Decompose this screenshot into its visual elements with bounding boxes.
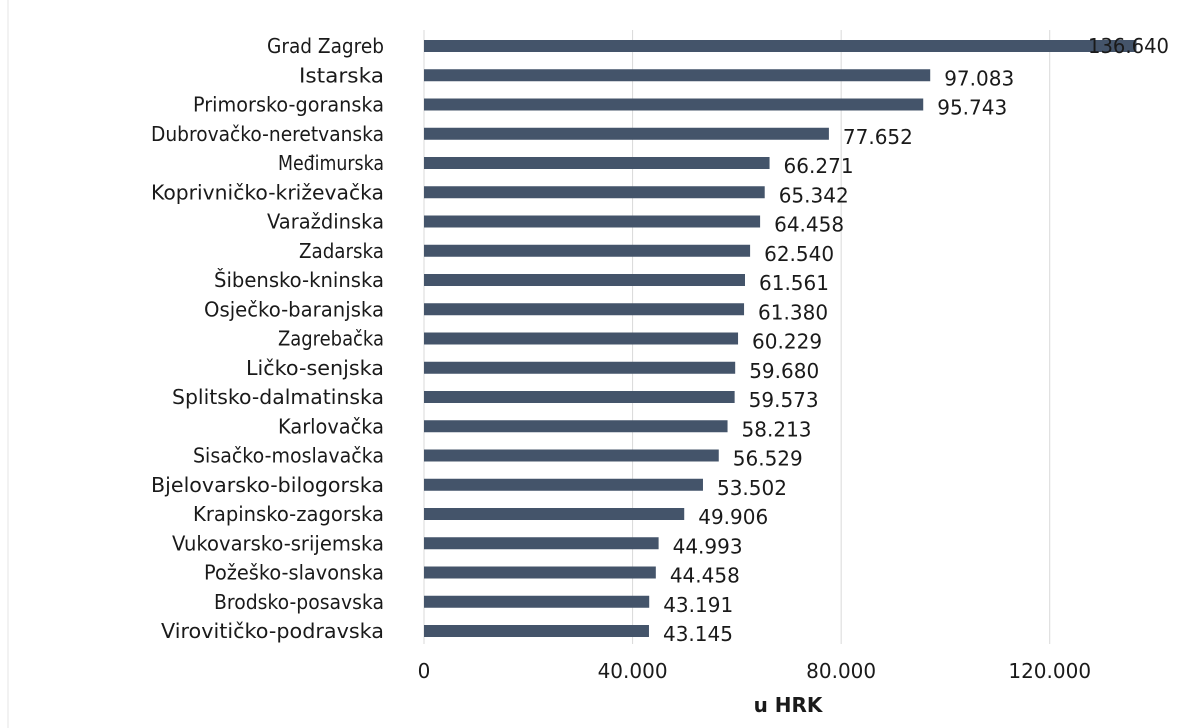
category-label: Sisačko-moslavačka (193, 444, 384, 468)
value-label: 61.561 (759, 271, 829, 295)
bar (424, 216, 760, 228)
category-label: Osječko-baranjska (204, 297, 384, 321)
value-label: 60.229 (752, 330, 822, 354)
category-label: Karlovačka (278, 414, 384, 438)
bar (424, 596, 649, 608)
bar (424, 69, 930, 81)
bar (424, 186, 765, 198)
category-label: Vukovarsko-srijemska (172, 531, 384, 555)
category-label: Krapinsko-zagorska (193, 502, 384, 526)
value-label: 66.271 (784, 154, 854, 178)
value-label: 56.529 (733, 447, 803, 471)
category-label: Istarska (299, 63, 384, 87)
x-tick-label: 40.000 (598, 659, 668, 683)
bar (424, 333, 738, 345)
category-label: Grad Zagreb (267, 34, 384, 58)
bar (424, 537, 659, 549)
bar (424, 391, 735, 403)
value-label: 95.743 (937, 96, 1007, 120)
category-label: Požeško-slavonska (204, 561, 384, 585)
x-tick-label: 120.000 (1008, 659, 1091, 683)
bar (424, 362, 735, 374)
value-label: 65.342 (779, 183, 849, 207)
value-label: 44.458 (670, 564, 740, 588)
category-label: Virovitičko-podravska (161, 619, 384, 643)
category-label: Dubrovačko-neretvanska (151, 122, 384, 146)
value-label: 43.191 (663, 593, 733, 617)
value-label: 44.993 (673, 534, 743, 558)
value-label: 77.652 (843, 125, 913, 149)
category-label: Splitsko-dalmatinska (172, 385, 384, 409)
category-label: Ličko-senjska (246, 356, 384, 380)
bar (424, 450, 719, 462)
value-labels: 136.640 97.083 95.743 77.652 66.271 65.342 64.… (663, 34, 1169, 646)
value-label: 97.083 (944, 66, 1014, 90)
x-tick-label: 0 (418, 659, 431, 683)
category-label: Zadarska (299, 239, 384, 263)
value-label: 49.906 (698, 505, 768, 529)
value-label: 62.540 (764, 242, 834, 266)
value-label: 61.380 (758, 300, 828, 324)
value-label: 53.502 (717, 476, 787, 500)
bar (424, 245, 750, 257)
x-tick-label: 80.000 (806, 659, 876, 683)
bar (424, 303, 744, 315)
bar (424, 420, 728, 432)
category-label: Zagrebačka (278, 327, 384, 351)
bar (424, 40, 1136, 52)
bar (424, 508, 684, 520)
bar (424, 567, 656, 579)
category-label: Primorsko-goranska (193, 93, 384, 117)
bar (424, 157, 770, 169)
category-labels: Grad Zagreb Istarska Primorsko-goranska Dub… (151, 34, 384, 643)
bar (424, 99, 923, 111)
category-label: Varaždinska (267, 210, 384, 234)
bar (424, 128, 829, 140)
category-label: Bjelovarsko-bilogorska (151, 473, 384, 497)
category-label: Šibensko-kninska (214, 268, 384, 292)
bar (424, 625, 649, 637)
value-label: 59.680 (749, 359, 819, 383)
value-label: 64.458 (774, 213, 844, 237)
value-label: 136.640 (1088, 34, 1169, 58)
x-axis-title: u HRK (754, 693, 824, 717)
x-axis-ticks: 0 40.000 80.000 120.000 (418, 659, 1091, 683)
category-label: Brodsko-posavska (214, 590, 384, 614)
bar (424, 479, 703, 491)
value-label: 43.145 (663, 622, 733, 646)
bar (424, 274, 745, 286)
value-label: 58.213 (742, 417, 812, 441)
category-label: Koprivničko-križevačka (151, 180, 384, 204)
value-label: 59.573 (749, 388, 819, 412)
category-label: Međimurska (278, 151, 384, 175)
